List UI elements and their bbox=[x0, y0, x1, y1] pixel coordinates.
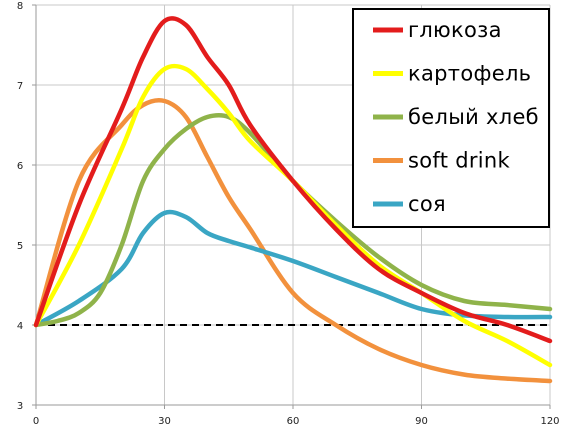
y-tick-label: 8 bbox=[17, 1, 23, 12]
y-tick-label: 5 bbox=[17, 241, 23, 252]
y-tick-label: 3 bbox=[17, 401, 23, 412]
y-tick-label: 7 bbox=[17, 81, 23, 92]
series-line-2 bbox=[33, 112, 553, 328]
legend: глюкоза картофель белый хлеб soft drink соя bbox=[352, 8, 550, 228]
series-group bbox=[33, 16, 553, 384]
legend-label: белый хлеб bbox=[408, 105, 539, 129]
series-line-4 bbox=[33, 209, 553, 328]
series-line-0 bbox=[33, 16, 553, 344]
x-tick-label: 0 bbox=[33, 416, 39, 427]
legend-label: картофель bbox=[408, 62, 531, 86]
y-tick-label: 6 bbox=[17, 161, 23, 172]
legend-label: soft drink bbox=[408, 149, 511, 173]
x-tick-label: 120 bbox=[540, 416, 559, 427]
axes bbox=[32, 4, 551, 409]
legend-label: соя bbox=[408, 192, 446, 216]
series-line-1 bbox=[33, 63, 553, 368]
x-tick-label: 60 bbox=[287, 416, 300, 427]
legend-label: глюкоза bbox=[408, 18, 502, 42]
x-tick-label: 30 bbox=[158, 416, 171, 427]
tick-labels: 0 30 60 90 120 3 4 5 6 7 8 bbox=[17, 1, 560, 427]
series-line-3 bbox=[33, 97, 553, 384]
x-tick-label: 90 bbox=[415, 416, 428, 427]
y-tick-label: 4 bbox=[17, 321, 23, 332]
